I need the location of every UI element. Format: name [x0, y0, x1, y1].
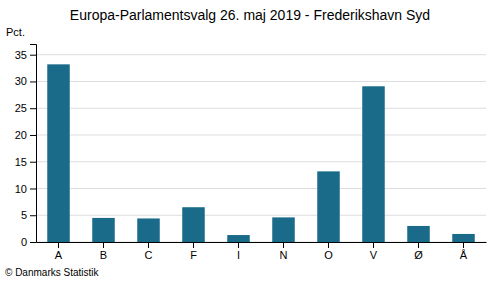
x-tick: Å — [460, 242, 468, 261]
x-tick-label: F — [190, 249, 197, 261]
x-tick-label: N — [280, 249, 288, 261]
y-tick-label: 15 — [15, 156, 27, 168]
x-tick: V — [370, 242, 378, 261]
y-tick-mark — [30, 188, 36, 189]
x-tick-mark — [373, 242, 374, 248]
y-tick: 5 — [21, 209, 36, 221]
y-tick-label: 5 — [21, 209, 27, 221]
x-tick-label: I — [237, 249, 240, 261]
bar — [317, 171, 340, 242]
bar — [407, 226, 430, 242]
y-tick-label: 25 — [15, 102, 27, 114]
grid — [36, 55, 486, 242]
y-tick-label: 10 — [15, 183, 27, 195]
bar — [182, 207, 205, 242]
y-tick: 30 — [15, 75, 36, 87]
x-tick: O — [324, 242, 333, 261]
y-tick-mark — [30, 162, 36, 163]
y-tick: 10 — [15, 183, 36, 195]
x-tick: N — [280, 242, 288, 261]
bar — [137, 218, 160, 242]
y-axis: 0 5 10 15 20 25 30 35 — [15, 45, 37, 249]
y-tick: 0 — [21, 236, 36, 248]
y-tick: 20 — [15, 129, 36, 141]
bar — [452, 234, 475, 242]
bars — [47, 64, 475, 242]
y-tick-mark — [30, 55, 36, 56]
x-tick-label: C — [145, 249, 153, 261]
x-tick-mark — [283, 242, 284, 248]
y-tick-mark — [30, 242, 36, 243]
bar — [362, 86, 385, 242]
y-tick: 35 — [15, 49, 36, 61]
x-tick-mark — [418, 242, 419, 248]
bar — [92, 218, 115, 242]
x-tick-mark — [238, 242, 239, 248]
x-tick-mark — [58, 242, 59, 248]
grid-line — [36, 188, 486, 189]
x-tick-label: A — [55, 249, 63, 261]
x-axis: ABCFINOVØÅ — [37, 242, 487, 261]
x-tick-label: Å — [460, 249, 468, 261]
x-tick: B — [100, 242, 107, 261]
x-tick-mark — [148, 242, 149, 248]
grid-line — [36, 215, 486, 216]
footer: © Danmarks Statistik — [5, 267, 100, 278]
y-tick-label: 0 — [21, 236, 27, 248]
grid-line — [36, 81, 486, 82]
x-tick-mark — [193, 242, 194, 248]
x-tick-label: O — [324, 249, 333, 261]
x-tick: Ø — [414, 242, 423, 261]
y-axis-line — [30, 45, 37, 243]
x-tick-mark — [328, 242, 329, 248]
y-tick-label: 35 — [15, 49, 27, 61]
chart-title: Europa-Parlamentsvalg 26. maj 2019 - Fre… — [70, 7, 430, 23]
y-tick-mark — [30, 135, 36, 136]
y-axis-label: Pct. — [6, 26, 25, 38]
x-tick: C — [145, 242, 153, 261]
y-tick-mark — [30, 81, 36, 82]
x-tick: A — [55, 242, 63, 261]
x-tick-label: Ø — [414, 249, 423, 261]
y-tick-mark — [30, 108, 36, 109]
y-tick-label: 30 — [15, 75, 27, 87]
x-tick-mark — [463, 242, 464, 248]
chart-container: Europa-Parlamentsvalg 26. maj 2019 - Fre… — [0, 0, 500, 282]
bar — [272, 217, 295, 242]
grid-line — [36, 134, 486, 135]
bar — [47, 64, 70, 242]
x-tick-label: B — [100, 249, 107, 261]
plot-area: 0 5 10 15 20 25 30 35 A B C F I N O V Ø Å — [15, 45, 487, 261]
x-tick: F — [190, 242, 197, 261]
grid-line — [36, 108, 486, 109]
y-tick: 15 — [15, 156, 36, 168]
x-tick: I — [237, 242, 240, 261]
y-tick-label: 20 — [15, 129, 27, 141]
y-tick-mark — [30, 215, 36, 216]
x-tick-label: V — [370, 249, 378, 261]
bar — [227, 235, 250, 242]
x-tick-mark — [103, 242, 104, 248]
y-tick: 25 — [15, 102, 36, 114]
chart-svg: Europa-Parlamentsvalg 26. maj 2019 - Fre… — [0, 0, 500, 282]
grid-line — [36, 54, 486, 55]
grid-line — [36, 161, 486, 162]
